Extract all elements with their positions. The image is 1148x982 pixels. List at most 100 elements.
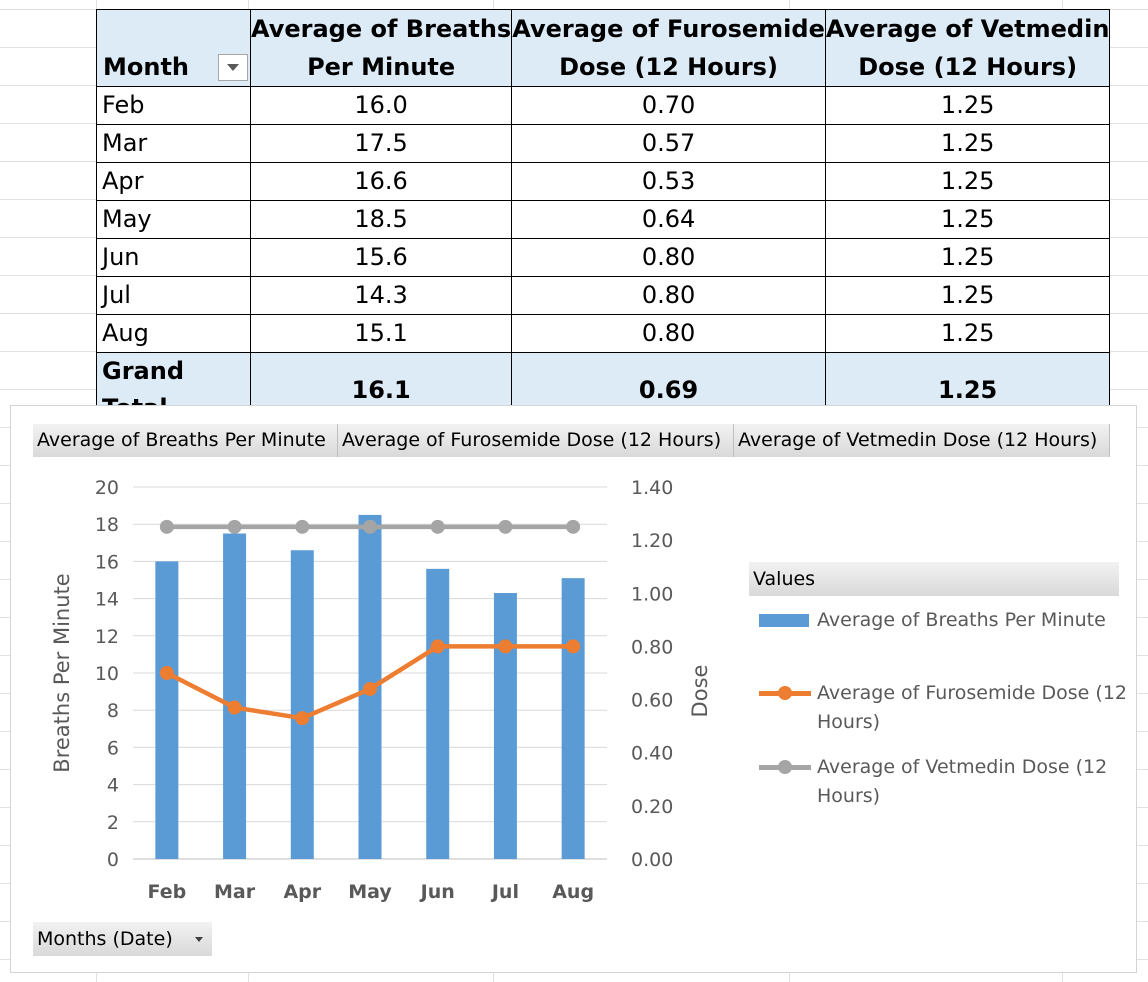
legend-swatch-marker xyxy=(778,760,792,774)
y2-tick-label: 0.60 xyxy=(631,690,673,712)
bar-apr xyxy=(290,550,314,859)
y-tick-label: 10 xyxy=(95,663,119,685)
y-tick-label: 14 xyxy=(95,589,119,611)
cell-month: May xyxy=(96,200,251,239)
legend-label: Average of Breaths Per Minute xyxy=(817,609,1106,631)
cell-furosemide: 0.64 xyxy=(511,200,826,239)
chevron-down-icon xyxy=(227,64,239,71)
y2-tick-label: 1.00 xyxy=(631,583,673,605)
cell-furosemide: 0.70 xyxy=(511,86,826,125)
legend-swatch-bar xyxy=(759,614,809,627)
x-tick-label: May xyxy=(348,881,392,903)
legend-label: Average of Vetmedin Dose (12 Hours) xyxy=(817,756,1108,807)
point-vetmedin-jul xyxy=(498,519,513,534)
cell-breaths: 17.5 xyxy=(249,124,513,163)
cell-breaths: 18.5 xyxy=(249,200,513,239)
y2-tick-label: 1.40 xyxy=(631,477,673,499)
legend-label: Average of Furosemide Dose (12 Hours) xyxy=(817,682,1128,733)
bar-aug xyxy=(561,578,585,859)
y-tick-label: 18 xyxy=(95,514,119,536)
y2-tick-label: 0.40 xyxy=(631,743,673,765)
point-furosemide-feb xyxy=(159,666,174,680)
cell-month: Feb xyxy=(96,86,251,125)
point-vetmedin-apr xyxy=(295,519,310,534)
y2-tick-label: 0.20 xyxy=(631,796,673,818)
cell-vetmedin: 1.25 xyxy=(824,238,1111,277)
cell-vetmedin: 1.25 xyxy=(824,314,1111,353)
table-row: Aug 15.1 0.80 1.25 xyxy=(96,314,1111,353)
cell-breaths: 14.3 xyxy=(249,276,513,315)
table-row: Apr 16.6 0.53 1.25 xyxy=(96,162,1111,201)
point-furosemide-may xyxy=(363,681,377,696)
cell-furosemide: 0.57 xyxy=(511,124,826,163)
point-furosemide-mar xyxy=(227,700,242,715)
x-tick-label: Apr xyxy=(283,881,321,903)
y-tick-label: 0 xyxy=(107,849,119,871)
cell-vetmedin: 1.25 xyxy=(824,276,1111,315)
value-field-button-furosemide[interactable]: Average of Furosemide Dose (12 Hours) xyxy=(338,424,734,457)
y2-tick-label: 1.20 xyxy=(631,530,673,552)
point-vetmedin-may xyxy=(363,519,377,534)
cell-furosemide: 0.80 xyxy=(511,314,826,353)
cell-vetmedin: 1.25 xyxy=(824,86,1111,125)
y-tick-label: 16 xyxy=(95,551,119,573)
cell-furosemide: 0.80 xyxy=(511,276,826,315)
y-tick-label: 6 xyxy=(107,737,119,759)
point-furosemide-apr xyxy=(295,711,310,726)
axis-field-button-months[interactable]: Months (Date) xyxy=(33,922,212,956)
y-tick-label: 8 xyxy=(107,700,119,722)
table-row: Jun 15.6 0.80 1.25 xyxy=(96,238,1111,277)
point-furosemide-aug xyxy=(566,639,581,654)
cell-month: Jul xyxy=(96,276,251,315)
table-row: May 18.5 0.64 1.25 xyxy=(96,200,1111,239)
value-field-button-breaths[interactable]: Average of Breaths Per Minute xyxy=(33,424,338,457)
header-breaths: Average of Breaths Per Minute xyxy=(249,9,513,87)
point-furosemide-jul xyxy=(498,639,513,654)
y-tick-label: 20 xyxy=(95,477,119,499)
legend-swatch-marker xyxy=(778,686,792,700)
point-furosemide-jun xyxy=(430,639,445,654)
cell-furosemide: 0.53 xyxy=(511,162,826,201)
header-month: Month xyxy=(96,9,251,87)
header-vetmedin: Average of Vetmedin Dose (12 Hours) xyxy=(824,9,1111,87)
x-tick-label: Mar xyxy=(214,881,256,903)
chevron-down-icon xyxy=(195,937,203,942)
month-filter-dropdown[interactable] xyxy=(218,54,248,81)
y2-axis-title: Dose xyxy=(688,665,712,718)
cell-month: Aug xyxy=(96,314,251,353)
cell-month: Apr xyxy=(96,162,251,201)
pivot-chart[interactable]: Average of Breaths Per Minute Average of… xyxy=(10,405,1137,973)
bar-jun xyxy=(426,568,450,859)
legend-title[interactable]: Values xyxy=(749,562,1119,596)
y2-tick-label: 0.00 xyxy=(631,849,673,871)
point-vetmedin-feb xyxy=(159,519,174,534)
cell-breaths: 15.6 xyxy=(249,238,513,277)
cell-vetmedin: 1.25 xyxy=(824,124,1111,163)
x-tick-label: Aug xyxy=(552,881,594,903)
x-tick-label: Jul xyxy=(490,881,519,903)
point-vetmedin-aug xyxy=(566,519,581,534)
cell-breaths: 15.1 xyxy=(249,314,513,353)
x-tick-label: Jun xyxy=(419,881,455,903)
cell-vetmedin: 1.25 xyxy=(824,162,1111,201)
table-row: Jul 14.3 0.80 1.25 xyxy=(96,276,1111,315)
y-axis-title: Breaths Per Minute xyxy=(50,573,74,772)
y-tick-label: 2 xyxy=(107,812,119,834)
cell-furosemide: 0.80 xyxy=(511,238,826,277)
table-row: Feb 16.0 0.70 1.25 xyxy=(96,86,1111,125)
bar-mar xyxy=(223,533,247,859)
cell-breaths: 16.0 xyxy=(249,86,513,125)
cell-breaths: 16.6 xyxy=(249,162,513,201)
chart-plot-area: 0 2 4 6 8 10 12 14 16 18 20 0.00 0.20 0.40 0.60 0.80 1.0… xyxy=(50,477,712,903)
bar-jul xyxy=(493,593,517,859)
y2-tick-label: 0.80 xyxy=(631,636,673,658)
y-tick-label: 4 xyxy=(107,775,119,797)
y-tick-label: 12 xyxy=(95,626,119,648)
cell-month: Mar xyxy=(96,124,251,163)
cell-vetmedin: 1.25 xyxy=(824,200,1111,239)
point-vetmedin-mar xyxy=(227,519,242,534)
bar-feb xyxy=(155,561,179,859)
header-furosemide: Average of Furosemide Dose (12 Hours) xyxy=(511,9,826,87)
table-row: Mar 17.5 0.57 1.25 xyxy=(96,124,1111,163)
value-field-button-vetmedin[interactable]: Average of Vetmedin Dose (12 Hours) xyxy=(734,424,1110,457)
